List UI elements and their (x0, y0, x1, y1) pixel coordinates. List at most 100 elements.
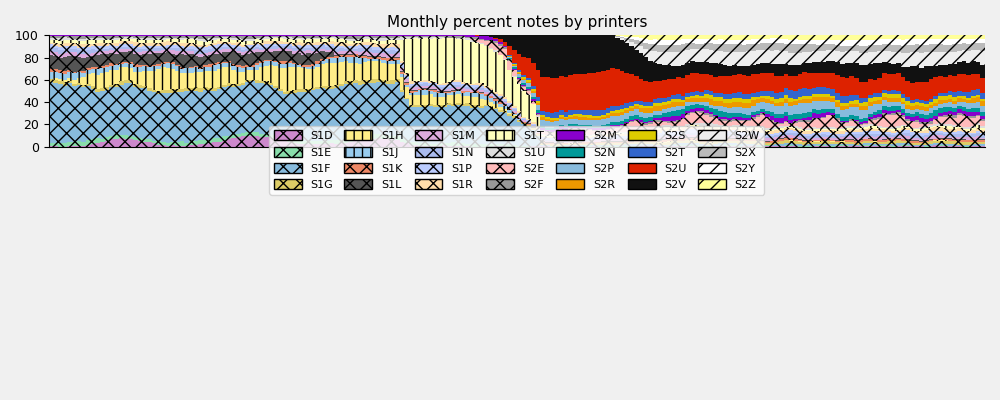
Bar (877, 100, 882, 104)
Bar (348, 44, 353, 46)
Bar (634, 132, 639, 134)
Bar (685, 129, 690, 132)
Bar (854, 45, 859, 51)
Bar (512, 69, 517, 70)
Bar (493, 108, 498, 109)
Bar (400, 66, 404, 68)
Bar (943, 139, 948, 140)
Bar (128, 64, 133, 68)
Bar (109, 136, 114, 140)
Bar (938, 116, 943, 117)
Bar (976, 125, 980, 128)
Bar (278, 36, 283, 37)
Bar (241, 54, 245, 66)
Bar (147, 90, 152, 139)
Bar (63, 50, 67, 53)
Bar (962, 146, 966, 147)
Bar (236, 86, 241, 134)
Bar (835, 45, 840, 51)
Bar (245, 45, 250, 49)
Bar (259, 52, 264, 62)
Bar (475, 37, 479, 39)
Bar (737, 121, 742, 125)
Bar (273, 44, 278, 46)
Bar (657, 120, 662, 122)
Bar (353, 40, 358, 44)
Bar (620, 112, 624, 115)
Bar (344, 36, 348, 38)
Bar (161, 62, 166, 64)
Bar (835, 100, 840, 102)
Bar (498, 110, 503, 112)
Bar (699, 144, 704, 146)
Bar (386, 36, 390, 38)
Bar (765, 128, 770, 130)
Bar (821, 62, 826, 73)
Bar (732, 117, 737, 119)
Bar (259, 62, 264, 63)
Bar (859, 126, 863, 128)
Bar (868, 145, 873, 146)
Bar (456, 146, 461, 147)
Bar (751, 141, 756, 144)
Bar (615, 135, 620, 137)
Bar (437, 97, 442, 105)
Bar (245, 44, 250, 45)
Bar (802, 140, 807, 141)
Bar (620, 142, 624, 143)
Bar (699, 126, 704, 128)
Bar (423, 38, 428, 80)
Bar (264, 84, 269, 134)
Bar (479, 44, 484, 83)
Bar (915, 143, 919, 145)
Bar (498, 55, 503, 94)
Bar (643, 138, 648, 139)
Bar (325, 36, 330, 38)
Bar (840, 139, 845, 140)
Bar (718, 125, 723, 127)
Bar (278, 37, 283, 38)
Bar (475, 107, 479, 144)
Bar (802, 136, 807, 138)
Bar (77, 50, 81, 54)
Bar (241, 68, 245, 72)
Bar (962, 96, 966, 99)
Bar (868, 64, 873, 80)
Bar (873, 52, 877, 64)
Bar (873, 144, 877, 146)
Bar (217, 62, 222, 64)
Bar (536, 35, 540, 70)
Bar (671, 134, 676, 136)
Bar (667, 108, 671, 112)
Bar (667, 142, 671, 145)
Bar (320, 88, 325, 141)
Bar (568, 117, 573, 119)
Bar (854, 146, 859, 147)
Bar (779, 138, 784, 139)
Bar (100, 74, 105, 88)
Bar (624, 37, 629, 38)
Bar (353, 49, 358, 51)
Bar (929, 139, 933, 140)
Bar (807, 142, 812, 144)
Bar (915, 135, 919, 138)
Bar (418, 80, 423, 82)
Bar (236, 67, 241, 72)
Bar (540, 140, 545, 141)
Bar (629, 132, 634, 134)
Bar (175, 142, 180, 146)
Bar (536, 115, 540, 116)
Bar (657, 132, 662, 135)
Bar (704, 140, 709, 142)
Bar (699, 105, 704, 108)
Bar (713, 138, 718, 139)
Bar (868, 128, 873, 130)
Bar (334, 63, 339, 84)
Bar (915, 102, 919, 105)
Bar (718, 138, 723, 139)
Bar (245, 49, 250, 51)
Bar (273, 41, 278, 44)
Bar (835, 62, 840, 75)
Bar (681, 143, 685, 145)
Bar (699, 102, 704, 105)
